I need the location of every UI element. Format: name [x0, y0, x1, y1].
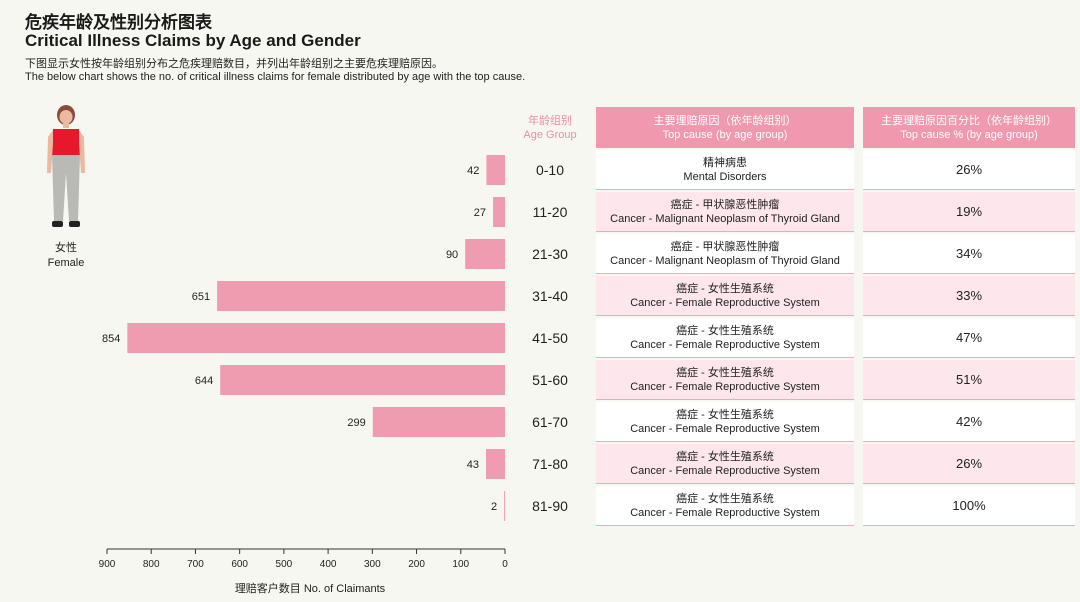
- x-tick-label: 800: [143, 559, 160, 570]
- top-cause-header-zh: 主要理赔原因（依年龄组别）: [653, 114, 797, 127]
- top-cause-zh: 癌症 - 女性生殖系统: [676, 492, 774, 505]
- top-cause-pct-header: 主要理赔原因百分比（依年龄组别） Top cause % (by age gro…: [863, 107, 1075, 148]
- x-tick-label: 500: [276, 559, 293, 570]
- top-cause-cell: 癌症 - 女性生殖系统 Cancer - Female Reproductive …: [596, 318, 854, 358]
- bar-value-label: 299: [347, 417, 365, 429]
- top-cause-cell: 癌症 - 甲状腺恶性肿瘤 Cancer - Malignant Neoplasm …: [596, 234, 854, 274]
- top-cause-pct-cell: 51%: [863, 360, 1075, 400]
- top-cause-pct-cell: 47%: [863, 318, 1075, 358]
- top-cause-en: Cancer - Female Reproductive System: [630, 338, 820, 351]
- top-cause-zh: 癌症 - 女性生殖系统: [676, 324, 774, 337]
- bar-value-label: 27: [474, 207, 486, 219]
- bar-0-10: [486, 155, 505, 185]
- top-cause-en: Cancer - Female Reproductive System: [630, 296, 820, 309]
- bar-41-50: [127, 323, 505, 353]
- x-tick-label: 200: [408, 559, 425, 570]
- female-label: 女性 Female: [36, 241, 96, 271]
- top-cause-cell: 癌症 - 女性生殖系统 Cancer - Female Reproductive …: [596, 360, 854, 400]
- age-group-header-en: Age Group: [523, 129, 577, 141]
- top-cause-header: 主要理赔原因（依年龄组别） Top cause (by age group): [596, 107, 854, 148]
- female-figure-icon: [47, 105, 85, 227]
- top-cause-zh: 癌症 - 甲状腺恶性肿瘤: [670, 240, 780, 253]
- x-tick-label: 100: [452, 559, 469, 570]
- top-cause-pct-header-en: Top cause % (by age group): [900, 128, 1038, 141]
- bar-value-label: 42: [467, 165, 479, 177]
- x-tick-label: 400: [320, 559, 337, 570]
- x-tick-label: 0: [502, 559, 508, 570]
- x-tick-label: 900: [99, 559, 116, 570]
- female-label-zh: 女性: [55, 242, 77, 254]
- bar-value-label: 644: [195, 375, 213, 387]
- top-cause-cell: 癌症 - 女性生殖系统 Cancer - Female Reproductive …: [596, 486, 854, 526]
- top-cause-zh: 精神病患: [703, 156, 747, 169]
- x-tick-label: 300: [364, 559, 381, 570]
- bar-81-90: [504, 491, 506, 521]
- bar-21-30: [465, 239, 505, 269]
- age-group-label: 11-20: [533, 204, 568, 220]
- top-cause-cell: 癌症 - 女性生殖系统 Cancer - Female Reproductive …: [596, 276, 854, 316]
- top-cause-header-en: Top cause (by age group): [662, 128, 788, 141]
- bar-value-label: 854: [102, 333, 120, 345]
- age-group-label: 31-40: [532, 288, 568, 304]
- top-cause-pct-cell: 100%: [863, 486, 1075, 526]
- top-cause-en: Cancer - Malignant Neoplasm of Thyroid G…: [610, 254, 840, 267]
- age-group-label: 41-50: [532, 330, 568, 346]
- top-cause-en: Cancer - Female Reproductive System: [630, 506, 820, 519]
- age-group-header-zh: 年龄组别: [528, 115, 572, 127]
- description-en: The below chart shows the no. of critica…: [25, 71, 526, 83]
- top-cause-pct-cell: 26%: [863, 150, 1075, 190]
- x-tick-label: 700: [187, 559, 204, 570]
- x-tick-label: 600: [231, 559, 248, 570]
- bar-31-40: [217, 281, 505, 311]
- top-cause-zh: 癌症 - 女性生殖系统: [676, 450, 774, 463]
- top-cause-en: Cancer - Female Reproductive System: [630, 464, 820, 477]
- bar-71-80: [485, 449, 505, 479]
- title-en: Critical Illness Claims by Age and Gende…: [25, 31, 361, 50]
- description-zh: 下图显示女性按年龄组别分布之危疾理赔数目，并列出年龄组别之主要危疾理赔原因。: [25, 58, 443, 70]
- top-cause-zh: 癌症 - 女性生殖系统: [676, 408, 774, 421]
- age-group-label: 61-70: [532, 414, 568, 430]
- top-cause-pct-cell: 42%: [863, 402, 1075, 442]
- age-group-label: 71-80: [532, 456, 568, 472]
- top-cause-pct-cell: 26%: [863, 444, 1075, 484]
- bar-51-60: [220, 365, 505, 395]
- age-group-label: 81-90: [532, 498, 568, 514]
- top-cause-zh: 癌症 - 女性生殖系统: [676, 366, 774, 379]
- top-cause-en: Cancer - Female Reproductive System: [630, 422, 820, 435]
- top-cause-zh: 癌症 - 女性生殖系统: [676, 282, 774, 295]
- top-cause-cell: 癌症 - 甲状腺恶性肿瘤 Cancer - Malignant Neoplasm …: [596, 192, 854, 232]
- top-cause-en: Mental Disorders: [683, 170, 767, 183]
- age-group-label: 0-10: [536, 162, 564, 178]
- bar-value-label: 90: [446, 249, 458, 261]
- top-cause-pct-cell: 34%: [863, 234, 1075, 274]
- top-cause-cell: 精神病患 Mental Disorders: [596, 150, 854, 190]
- top-cause-cell: 癌症 - 女性生殖系统 Cancer - Female Reproductive …: [596, 444, 854, 484]
- age-group-label: 21-30: [532, 246, 568, 262]
- claims-bar-chart: 42 0-10 27 11-20 90 21-30 651 31-40 854 41-50 644 5…: [99, 155, 568, 570]
- bar-value-label: 651: [192, 291, 210, 303]
- bar-61-70: [372, 407, 505, 437]
- top-cause-pct-cell: 19%: [863, 192, 1075, 232]
- bar-value-label: 43: [467, 459, 479, 471]
- bar-11-20: [493, 197, 505, 227]
- top-cause-zh: 癌症 - 甲状腺恶性肿瘤: [670, 198, 780, 211]
- bar-value-label: 2: [491, 501, 497, 513]
- top-cause-en: Cancer - Female Reproductive System: [630, 380, 820, 393]
- top-cause-en: Cancer - Malignant Neoplasm of Thyroid G…: [610, 212, 840, 225]
- x-axis-title: 理赔客户数目 No. of Claimants: [234, 583, 386, 595]
- age-group-label: 51-60: [532, 372, 568, 388]
- age-group-header: 年龄组别 Age Group: [512, 114, 588, 142]
- title-zh: 危疾年龄及性别分析图表: [25, 13, 212, 32]
- top-cause-pct-header-zh: 主要理赔原因百分比（依年龄组别）: [881, 114, 1057, 127]
- top-cause-cell: 癌症 - 女性生殖系统 Cancer - Female Reproductive …: [596, 402, 854, 442]
- top-cause-pct-cell: 33%: [863, 276, 1075, 316]
- female-label-en: Female: [47, 257, 85, 269]
